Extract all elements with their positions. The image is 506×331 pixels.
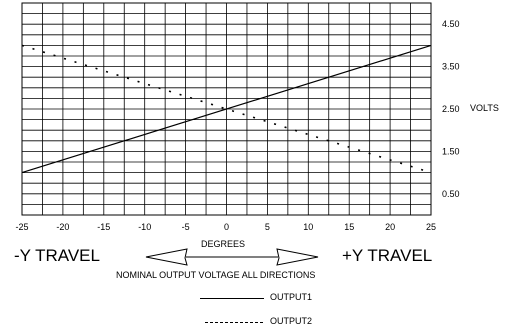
- x-tick-label: 0: [224, 222, 229, 232]
- legend-swatch-output1: [200, 298, 264, 299]
- x-axis-label: DEGREES: [201, 239, 246, 249]
- y-axis-label: VOLTS: [470, 103, 499, 113]
- x-tick-label: 20: [385, 222, 395, 232]
- x-tick-label: 5: [265, 222, 270, 232]
- y-tick-label: 0.50: [442, 189, 460, 199]
- chart-caption: NOMINAL OUTPUT VOLTAGE ALL DIRECTIONS: [116, 270, 316, 280]
- legend-swatch-output2: [205, 322, 263, 323]
- x-tick-label: -15: [97, 222, 110, 232]
- series-line-output1: [21, 44, 432, 174]
- tick-labels: -25 -20 -15 -10 -5 0 5 10 15 20 25 0.50 1.50 2.50 3.50…: [15, 19, 459, 232]
- y-tick-label: 4.50: [442, 19, 460, 29]
- right-travel-label: +Y TRAVEL: [342, 246, 433, 265]
- plot-series: [21, 44, 432, 174]
- legend-label-output1: OUTPUT1: [270, 292, 313, 302]
- y-tick-label: 3.50: [442, 62, 460, 72]
- y-tick-label: 1.50: [442, 146, 460, 156]
- left-arrow-icon: [145, 248, 188, 266]
- legend-label-output2: OUTPUT2: [270, 316, 313, 326]
- y-tick-label: 2.50: [442, 104, 460, 114]
- x-tick-label: -25: [15, 222, 28, 232]
- left-travel-label: -Y TRAVEL: [14, 246, 100, 265]
- right-arrow-icon: [276, 248, 319, 266]
- x-tick-label: -5: [182, 222, 190, 232]
- x-tick-label: -20: [56, 222, 69, 232]
- travel-arrows: [145, 248, 319, 266]
- x-tick-label: 15: [344, 222, 354, 232]
- plot-grid: [21, 2, 432, 216]
- x-tick-label: -10: [138, 222, 151, 232]
- x-tick-label: 25: [426, 222, 436, 232]
- x-tick-label: 10: [303, 222, 313, 232]
